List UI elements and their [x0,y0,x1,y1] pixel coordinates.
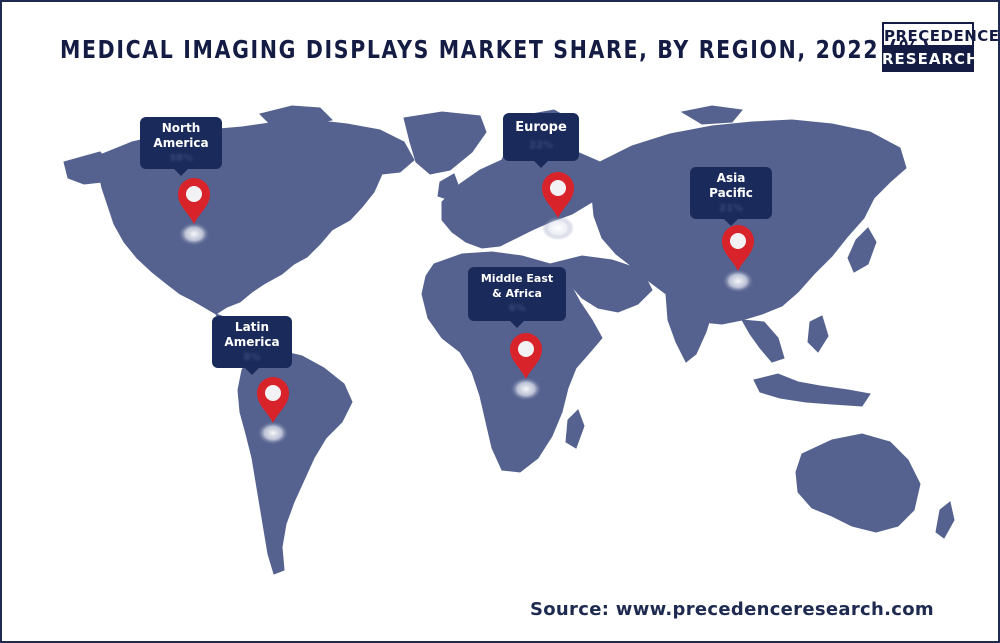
region-name-line-2: & Africa [492,287,542,300]
pin-dot [265,385,281,401]
uk-landmass [437,173,461,201]
label-latin-america: Latin America 8% [212,316,292,375]
india-landmass [665,293,715,363]
label-asia-pacific: Asia Pacific 21% [690,167,772,226]
region-name-line-2: America [153,136,209,150]
region-share-value: 21% [719,203,743,214]
pin-europe[interactable] [542,172,574,240]
alaska-landmass [63,151,113,185]
region-share-value: 8% [243,352,261,363]
precedence-research-logo: PRECEDENCE RESEARCH [882,22,998,72]
pin-glow [542,216,574,240]
region-name-line-2: Pacific [709,186,753,200]
source-credit: Source: www.precedenceresearch.com [530,599,934,620]
pin-dot [730,233,746,249]
pin-dot [550,180,566,196]
japan-landmass [847,227,877,273]
philippines-landmass [807,315,829,353]
pin-dot [518,341,534,357]
pin-glow [722,269,754,293]
pin-middle-east-africa[interactable] [510,333,542,401]
region-name-line-1: Asia [716,171,746,185]
label-middle-east-africa: Middle East & Africa 6% [468,267,566,328]
region-name-line-1: Middle East [480,272,554,285]
madagascar-landmass [565,409,585,449]
pin-dot [186,186,202,202]
europe-landmass [441,147,607,249]
pin-north-america[interactable] [178,178,210,246]
region-name-line-1: North [161,121,201,135]
pin-glow [257,421,289,445]
indonesia-landmass [753,373,871,407]
region-name-line-2: America [224,335,280,349]
region-share-value: 6% [508,303,526,314]
logo-line-2: RESEARCH [882,47,979,72]
middle-east-landmass [549,255,653,313]
siberia-islands-landmass [680,105,743,125]
region-share-value: 38% [169,153,193,164]
region-name-line-1: Latin [234,320,270,334]
arctic-islands-landmass [259,105,334,127]
region-name-line-1: Europe [515,120,567,135]
asia-landmass [591,119,907,325]
new-zealand-landmass [935,501,955,539]
pin-glow [178,222,210,246]
label-europe: Europe 22% [503,113,579,168]
pin-asia-pacific[interactable] [722,225,754,293]
australia-landmass [795,433,921,533]
greenland-landmass [403,111,487,175]
south-america-landmass [237,349,353,575]
southeast-asia-landmass [741,319,785,363]
pin-glow [510,377,542,401]
label-north-america: North America 38% [140,117,222,176]
pin-latin-america[interactable] [257,377,289,445]
logo-line-1: PRECEDENCE [882,22,998,47]
region-share-value: 22% [529,140,553,151]
continents [63,105,955,575]
page-title: MEDICAL IMAGING DISPLAYS MARKET SHARE, B… [60,35,933,64]
